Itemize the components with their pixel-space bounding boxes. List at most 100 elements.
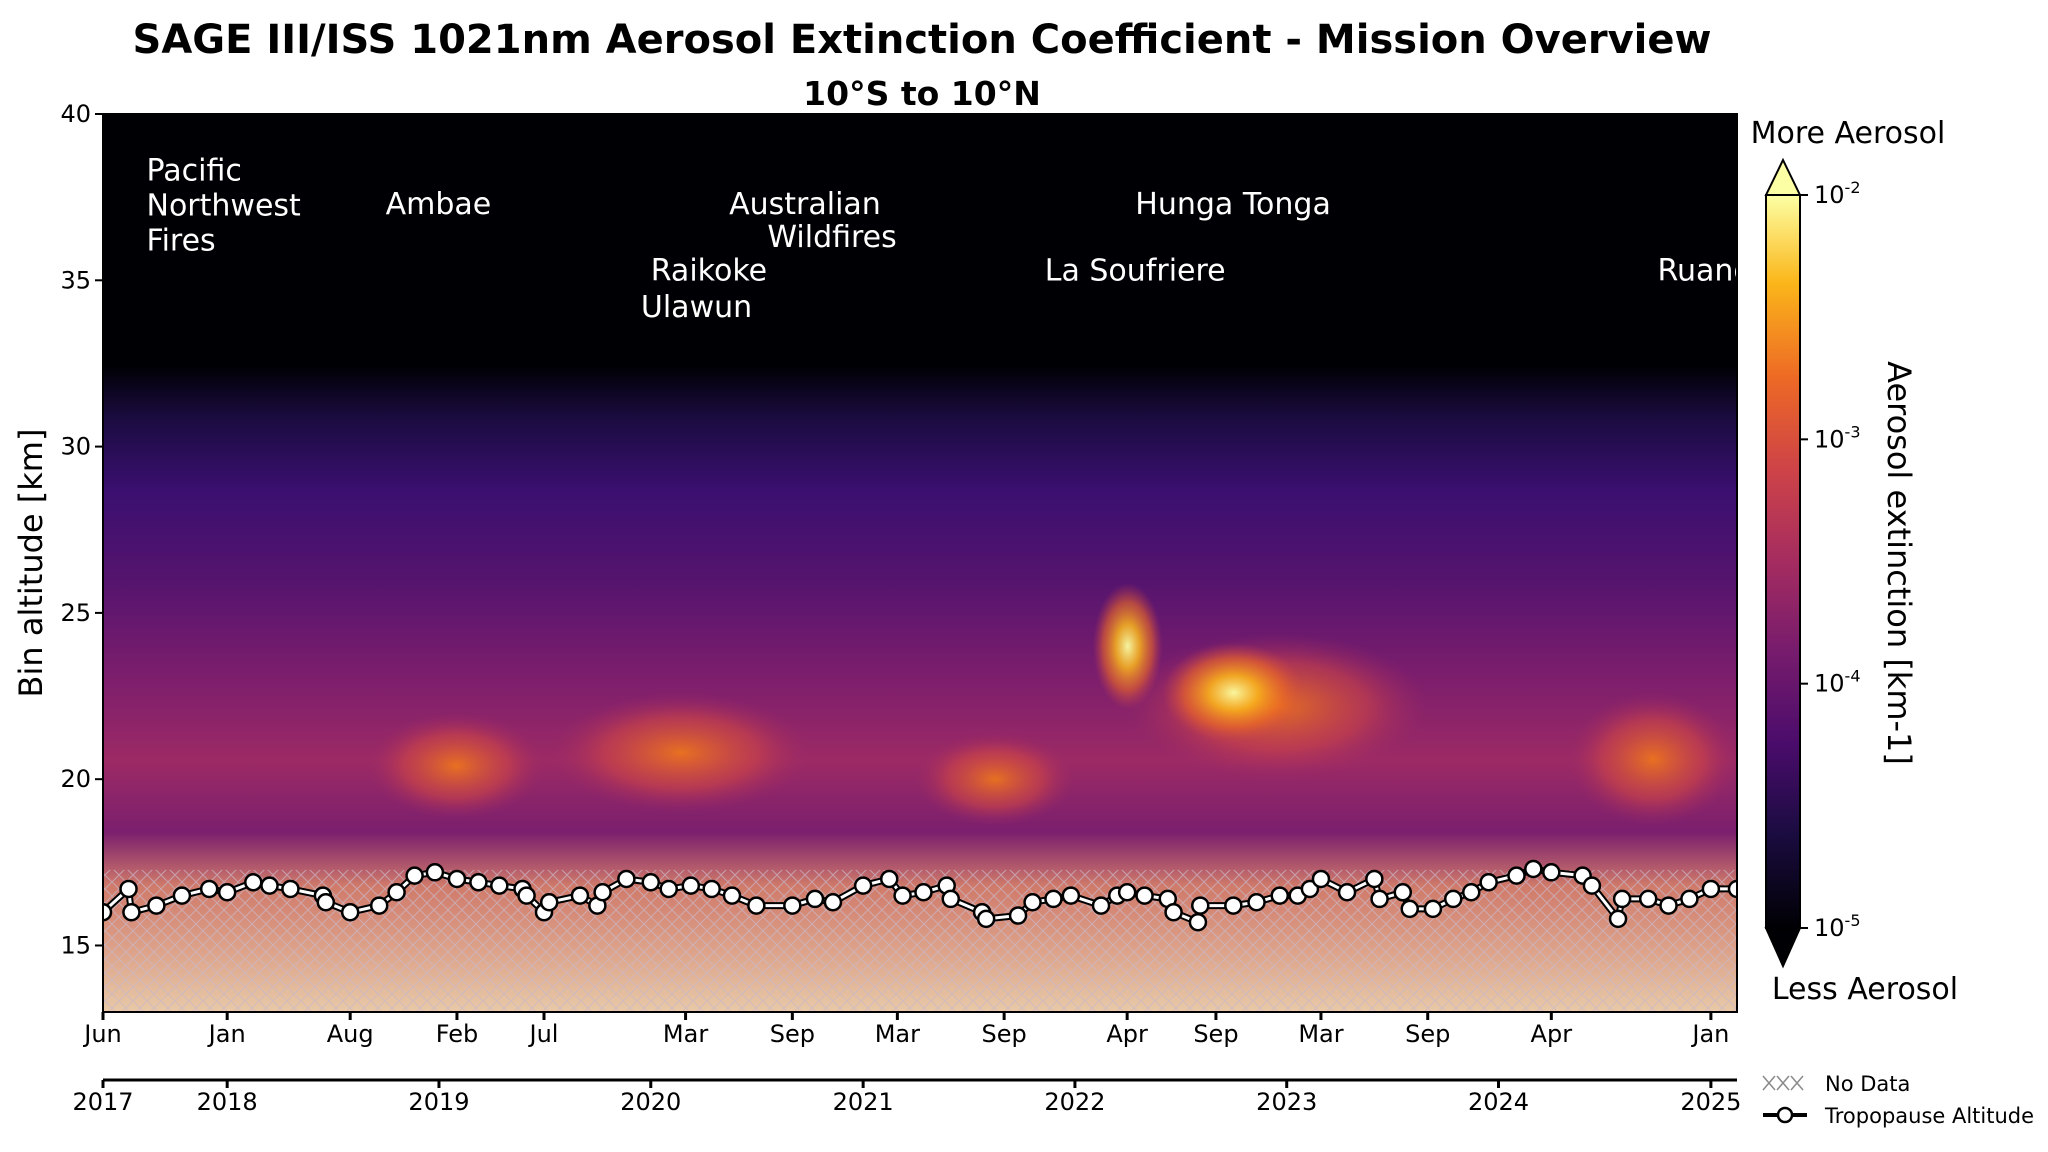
tropopause-point	[681, 876, 701, 895]
tropopause-point	[1638, 889, 1658, 909]
event-label: Ambae	[386, 187, 492, 222]
tropopause-point	[103, 902, 113, 922]
tropopause-point	[1400, 899, 1419, 919]
tropopause-point	[1444, 889, 1463, 909]
x-month-tick-label: Apr	[1531, 1020, 1573, 1048]
tropopause-point	[405, 866, 424, 885]
legend-item-tropopause: Tropopause Altitude	[1763, 1104, 2034, 1128]
x-year-tick-label: 2020	[620, 1088, 681, 1116]
tropopause-point	[217, 883, 237, 902]
x-month-tick-label: Jan	[1690, 1020, 1729, 1048]
y-tick-label: 15	[60, 931, 91, 959]
event-label: Australian	[729, 187, 881, 222]
tropopause-point	[199, 879, 219, 899]
tropopause-point	[879, 869, 899, 889]
tropopause-point	[1423, 899, 1443, 919]
tropopause-point	[281, 879, 300, 899]
x-month-tick-label: Sep	[1405, 1020, 1450, 1048]
tropopause-point	[1188, 912, 1208, 932]
tropopause-point	[1365, 869, 1384, 889]
x-month-tick-label: Feb	[436, 1020, 479, 1048]
tropopause-point	[447, 869, 467, 889]
x-month-tick-label: Apr	[1106, 1020, 1148, 1048]
x-month-tick-label: Jan	[207, 1020, 246, 1048]
event-label: Fires	[147, 224, 216, 259]
tropopause-point	[722, 886, 742, 905]
tropopause-point	[1311, 869, 1331, 889]
event-label: Pacific	[147, 154, 242, 189]
x-month-tick-label: Sep	[982, 1020, 1027, 1048]
x-month-tick-label: Aug	[327, 1020, 374, 1048]
tropopause-point	[1612, 889, 1632, 909]
aerosol-plume	[1568, 692, 1737, 826]
tropopause-point	[617, 869, 636, 889]
tropopause-point	[260, 876, 279, 895]
tropopause-point	[147, 896, 166, 915]
y-tick-label: 35	[60, 266, 91, 294]
tropopause-point	[747, 896, 766, 915]
y-axis: 15 20 25 30 35 40	[60, 100, 103, 959]
tropopause-point	[659, 879, 678, 899]
x-axis-years: 2017 2018 2019 2020 2021 2022 2023 2024 2025	[72, 1080, 1741, 1116]
legend-label-tropopause: Tropopause Altitude	[1824, 1104, 2034, 1128]
x-axis-months: Jun Jan Aug Feb Jul Mar Sep Mar Sep Apr Sep Mar Sep A…	[82, 1012, 1729, 1048]
event-label: Ulawun	[641, 290, 752, 325]
tropopause-point	[853, 876, 873, 895]
colorbar-axis-label: Aerosol extinction [km-1]	[1880, 361, 1918, 765]
tropopause-point	[702, 879, 721, 899]
colorbar-tick-label: 10-4	[1814, 667, 1861, 698]
colorbar-tick-label: 10-3	[1814, 422, 1861, 453]
colorbar: 10-2 10-3 10-4 10-5 More Aerosol Less Aeros…	[1751, 116, 1958, 1007]
colorbar-bottom-label: Less Aerosol	[1772, 972, 1958, 1007]
tropopause-point	[1164, 902, 1183, 922]
aerosol-plume	[368, 712, 544, 820]
tropopause-point	[1191, 896, 1210, 915]
tropopause-point	[1117, 883, 1137, 902]
colorbar-bottom-extend-icon	[1764, 927, 1802, 969]
tropopause-point	[1680, 889, 1699, 909]
colorbar-tick-label: 10-5	[1814, 911, 1861, 942]
x-year-tick-label: 2022	[1044, 1088, 1105, 1116]
legend-item-no-data: No Data	[1762, 1072, 1910, 1096]
tropopause-point	[1008, 906, 1028, 925]
colorbar-top-extend-icon	[1764, 157, 1802, 196]
event-label: Raikoke	[651, 253, 767, 288]
event-label: Hunga Tonga	[1135, 187, 1331, 222]
tropopause-point	[1524, 859, 1543, 879]
tropopause-point	[914, 883, 933, 902]
colorbar-ticks: 10-2 10-3 10-4 10-5	[1800, 178, 1861, 942]
tropopause-point	[1608, 909, 1628, 929]
tropopause-point	[340, 902, 360, 922]
tropopause-point	[490, 876, 509, 895]
legend-label-no-data: No Data	[1825, 1072, 1910, 1096]
x-month-tick-label: Mar	[875, 1020, 920, 1048]
aerosol-plume	[915, 732, 1075, 826]
aerosol-plume	[552, 692, 810, 813]
tropopause-series	[103, 859, 1737, 932]
y-tick-label: 20	[60, 765, 91, 793]
tropopause-point	[1044, 889, 1063, 909]
tropopause-point	[1659, 896, 1678, 915]
x-year-tick-label: 2023	[1256, 1088, 1317, 1116]
tropopause-point	[641, 873, 661, 892]
tropopause-point	[893, 886, 912, 905]
tropopause-point	[1461, 883, 1481, 902]
x-year-tick-label: 2024	[1468, 1088, 1529, 1116]
tropopause-point	[976, 909, 996, 929]
x-year-tick-label: 2025	[1680, 1088, 1741, 1116]
tropopause-point	[1582, 876, 1602, 895]
tropopause-point	[369, 896, 389, 915]
tropopause-point	[570, 886, 590, 905]
tropopause-point	[783, 896, 802, 915]
y-axis-label: Bin altitude [km]	[12, 429, 50, 698]
chart-title: SAGE III/ISS 1021nm Aerosol Extinction C…	[133, 17, 1712, 63]
tropopause-point	[387, 883, 406, 902]
tropopause-point	[1270, 886, 1290, 905]
tropopause-point	[941, 889, 961, 909]
aerosol-plume	[1162, 642, 1305, 743]
tropopause-point	[1023, 892, 1042, 912]
tropopause-point	[1727, 879, 1737, 899]
tropopause-point	[1247, 892, 1266, 912]
